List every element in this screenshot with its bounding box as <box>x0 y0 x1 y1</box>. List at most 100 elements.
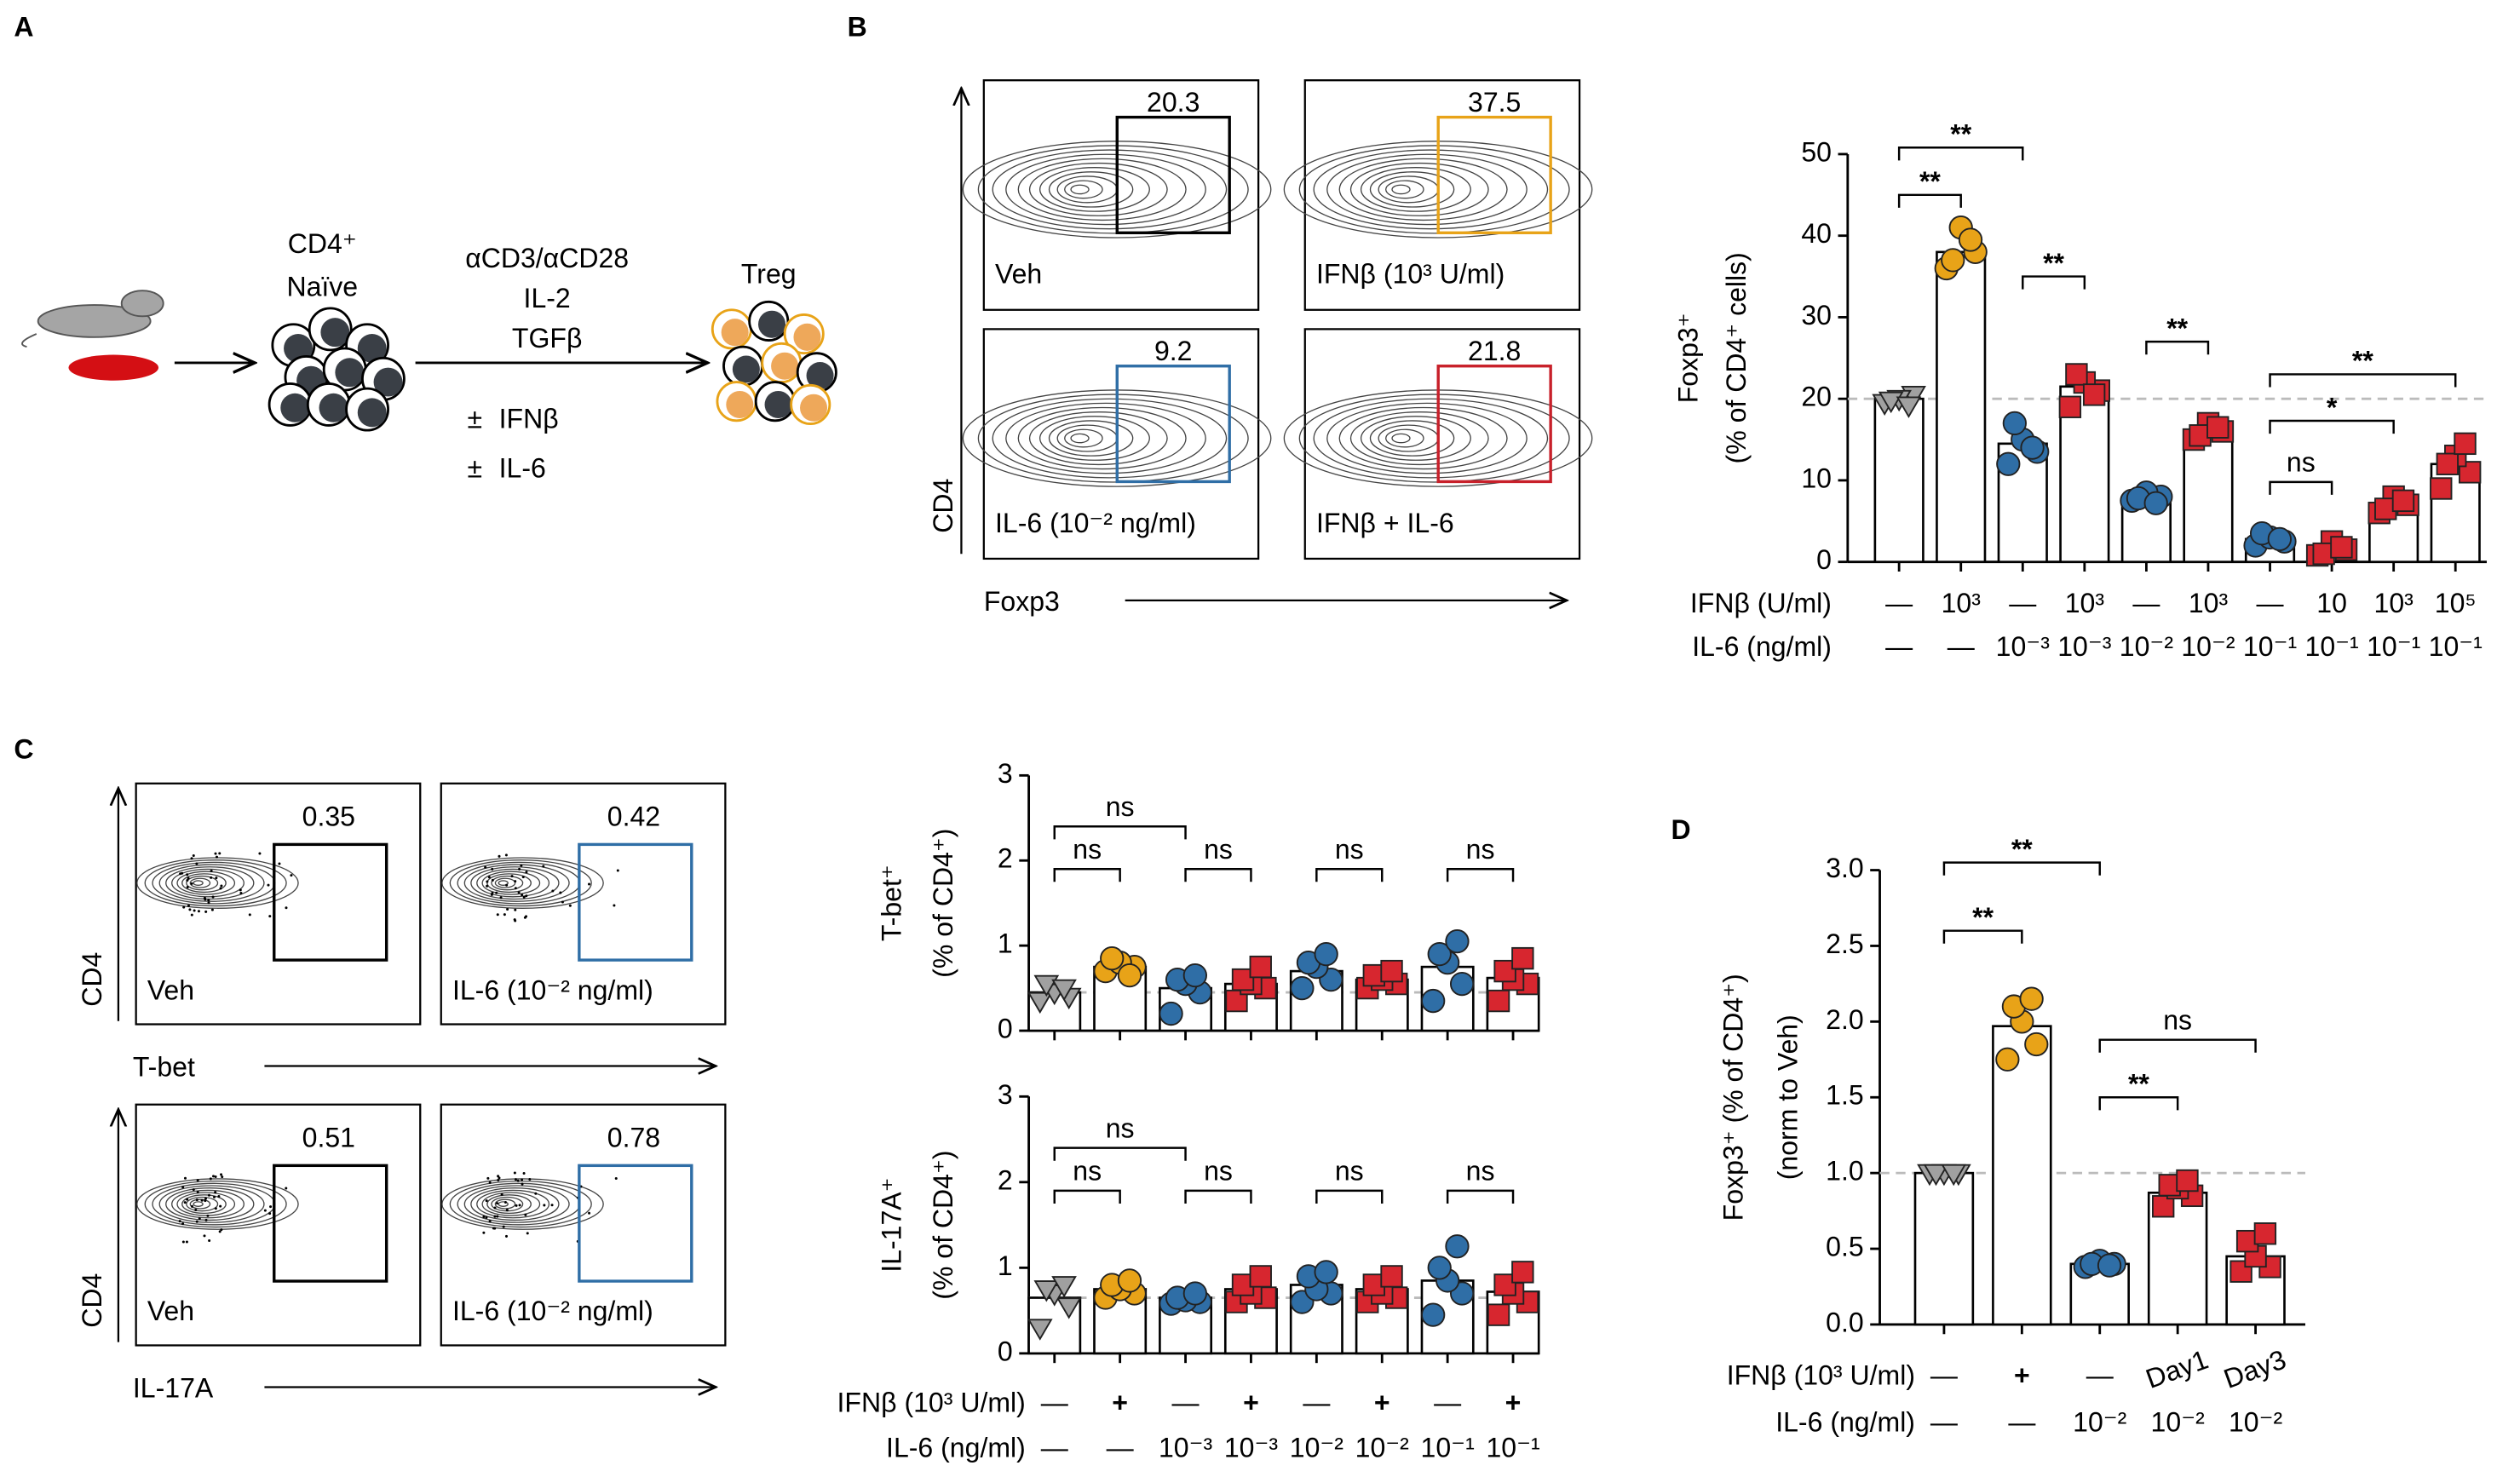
event-dot <box>524 1213 527 1216</box>
row-value: 10⁻³ <box>2057 631 2112 662</box>
schematic-label: αCD3/αCD28 <box>465 243 629 273</box>
treg-cells <box>711 300 837 425</box>
row-value: 10⁻¹ <box>2429 631 2483 662</box>
contour <box>486 1194 532 1215</box>
significance-bracket <box>2269 373 2457 388</box>
y-axis-label: (norm to Veh) <box>1772 1014 1803 1180</box>
contour <box>463 864 570 902</box>
flow-plot <box>135 782 422 1026</box>
event-dot <box>588 882 591 886</box>
row-value: 10⁻¹ <box>2304 631 2358 662</box>
event-dot <box>613 904 616 907</box>
row-value: — <box>1434 1388 1462 1418</box>
contour <box>1369 420 1455 457</box>
event-dot <box>187 876 190 880</box>
event-dot <box>498 854 501 858</box>
y-tick-label: 1 <box>998 1250 1013 1281</box>
event-dot <box>220 1228 223 1232</box>
contour <box>1385 428 1424 448</box>
event-dot <box>515 1204 518 1207</box>
row-value: — <box>2008 1406 2036 1437</box>
contour <box>1017 406 1187 470</box>
event-dot <box>488 1220 492 1223</box>
schematic-label: TGFβ <box>512 323 582 353</box>
schematic-label: CD4⁺ <box>288 228 357 259</box>
contour <box>470 1187 560 1221</box>
contour <box>977 145 1249 234</box>
schematic-label: IL-6 <box>499 453 546 484</box>
contour <box>1298 394 1570 483</box>
contour <box>1378 424 1439 452</box>
significance-bracket <box>1053 1189 1121 1204</box>
contour <box>181 873 227 894</box>
event-dot <box>183 1201 187 1204</box>
significance-bracket <box>2269 419 2395 434</box>
bar <box>1936 250 1987 563</box>
schematic-label: IFNβ <box>499 403 559 434</box>
row-value: — <box>1885 588 1913 618</box>
event-dot <box>263 1209 267 1212</box>
row-value: 10⁻² <box>2120 631 2174 662</box>
panel-letter: C <box>14 734 33 765</box>
event-dot <box>210 870 213 873</box>
contour <box>1017 158 1187 221</box>
event-dot <box>488 1181 492 1184</box>
y-axis-label: (% of CD4⁺ cells) <box>1721 252 1752 463</box>
data-point <box>2097 1253 2122 1278</box>
contour <box>476 868 550 898</box>
event-dot <box>206 1214 210 1217</box>
flow-plot <box>982 79 1260 311</box>
significance-bracket <box>1942 929 2023 944</box>
significance-bracket <box>1315 868 1384 882</box>
schematic-label: ± <box>468 453 483 484</box>
event-dot <box>521 876 525 879</box>
contour <box>1070 184 1090 195</box>
contour <box>481 1192 541 1216</box>
contour <box>1038 167 1150 212</box>
significance-bracket <box>2098 1096 2179 1111</box>
y-tick-label: 50 <box>1801 136 1832 167</box>
data-point <box>2176 1169 2199 1193</box>
data-point <box>1182 1281 1207 1306</box>
event-dot <box>485 1216 488 1219</box>
row-label: IFNβ (10³ U/ml) <box>1727 1360 1915 1391</box>
nucleus <box>320 318 350 348</box>
bar <box>2183 430 2234 563</box>
event-dot <box>190 882 193 885</box>
contour <box>486 873 532 894</box>
contour <box>498 880 509 886</box>
plot-label: IFNβ + IL-6 <box>1316 508 1454 538</box>
gate <box>1436 365 1552 484</box>
event-dot <box>528 1178 532 1181</box>
contour <box>1048 171 1134 208</box>
event-dot <box>190 913 193 917</box>
event-dot <box>525 894 528 898</box>
event-dot <box>616 869 619 872</box>
data-point <box>1056 1297 1082 1319</box>
contour <box>1028 411 1168 466</box>
event-dot <box>267 883 270 887</box>
y-tick-label: 3.0 <box>1826 853 1864 883</box>
event-dot <box>239 888 242 892</box>
contour <box>181 1194 227 1215</box>
axis-label: IL-17A <box>133 1373 214 1404</box>
contour <box>1070 433 1090 444</box>
gate <box>273 1164 388 1283</box>
data-point <box>1941 248 1965 273</box>
event-dot <box>534 1192 538 1195</box>
y-axis-label: IL-17A⁺ <box>877 1177 907 1272</box>
contour <box>1378 175 1439 204</box>
row-value: — <box>2132 588 2160 618</box>
event-dot <box>518 1204 521 1207</box>
event-dot <box>518 867 521 871</box>
data-point <box>1117 963 1142 988</box>
event-dot <box>248 913 251 917</box>
row-label: IL-6 (ng/ml) <box>886 1432 1026 1463</box>
data-point <box>1314 1260 1338 1284</box>
data-point <box>1380 959 1403 983</box>
event-dot <box>192 854 195 858</box>
nucleus <box>721 319 749 347</box>
schematic-label: Treg <box>741 259 797 290</box>
data-point <box>1996 451 2021 476</box>
gate <box>1436 115 1552 234</box>
